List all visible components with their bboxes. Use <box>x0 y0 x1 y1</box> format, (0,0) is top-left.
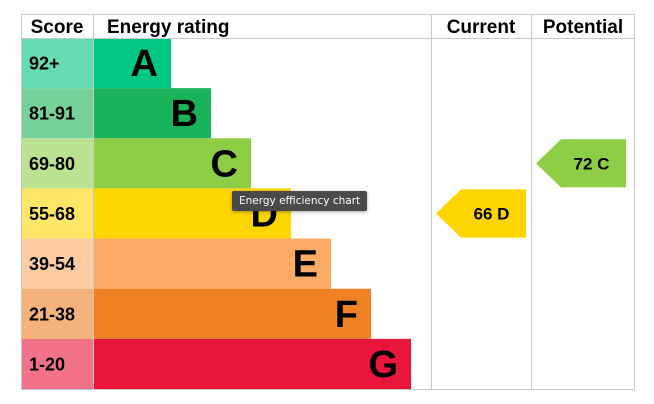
current-rating-label: 66 D <box>474 205 510 224</box>
score-cell-b <box>21 88 93 139</box>
rating-letter-f: F <box>335 294 358 336</box>
header-score: Score <box>31 17 84 38</box>
header-energy-rating: Energy rating <box>107 17 229 38</box>
chart-tooltip: Energy efficiency chart <box>232 191 368 211</box>
chart-border <box>21 14 635 390</box>
score-label-b: 81-91 <box>29 104 75 124</box>
header-current: Current <box>447 17 516 38</box>
rating-bar-f <box>93 288 371 339</box>
score-label-e: 39-54 <box>29 254 75 274</box>
rating-letter-c: C <box>211 143 238 185</box>
score-label-f: 21-38 <box>29 304 75 324</box>
score-cell-g <box>21 338 93 389</box>
rating-bar-g <box>93 338 411 389</box>
header-potential: Potential <box>543 17 623 38</box>
rating-bar-b <box>93 88 211 139</box>
score-cell-f <box>21 288 93 339</box>
score-label-a: 92+ <box>29 54 60 74</box>
score-cell-c <box>21 138 93 189</box>
score-label-c: 69-80 <box>29 154 75 174</box>
rating-letter-b: B <box>171 93 198 135</box>
score-label-d: 55-68 <box>29 204 75 224</box>
current-rating-arrow <box>436 189 526 238</box>
rating-letter-g: G <box>368 344 398 386</box>
rating-letter-a: A <box>131 43 158 85</box>
rating-bar-a <box>93 38 171 89</box>
rating-bar-e <box>93 238 331 289</box>
rating-letter-e: E <box>293 244 318 286</box>
score-label-g: 1-20 <box>29 354 65 374</box>
potential-rating-label: 72 C <box>574 154 610 173</box>
rating-bar-c <box>93 138 251 189</box>
score-cell-e <box>21 238 93 289</box>
score-cell-d <box>21 188 93 239</box>
potential-rating-arrow <box>536 139 626 188</box>
score-cell-a <box>21 38 93 89</box>
